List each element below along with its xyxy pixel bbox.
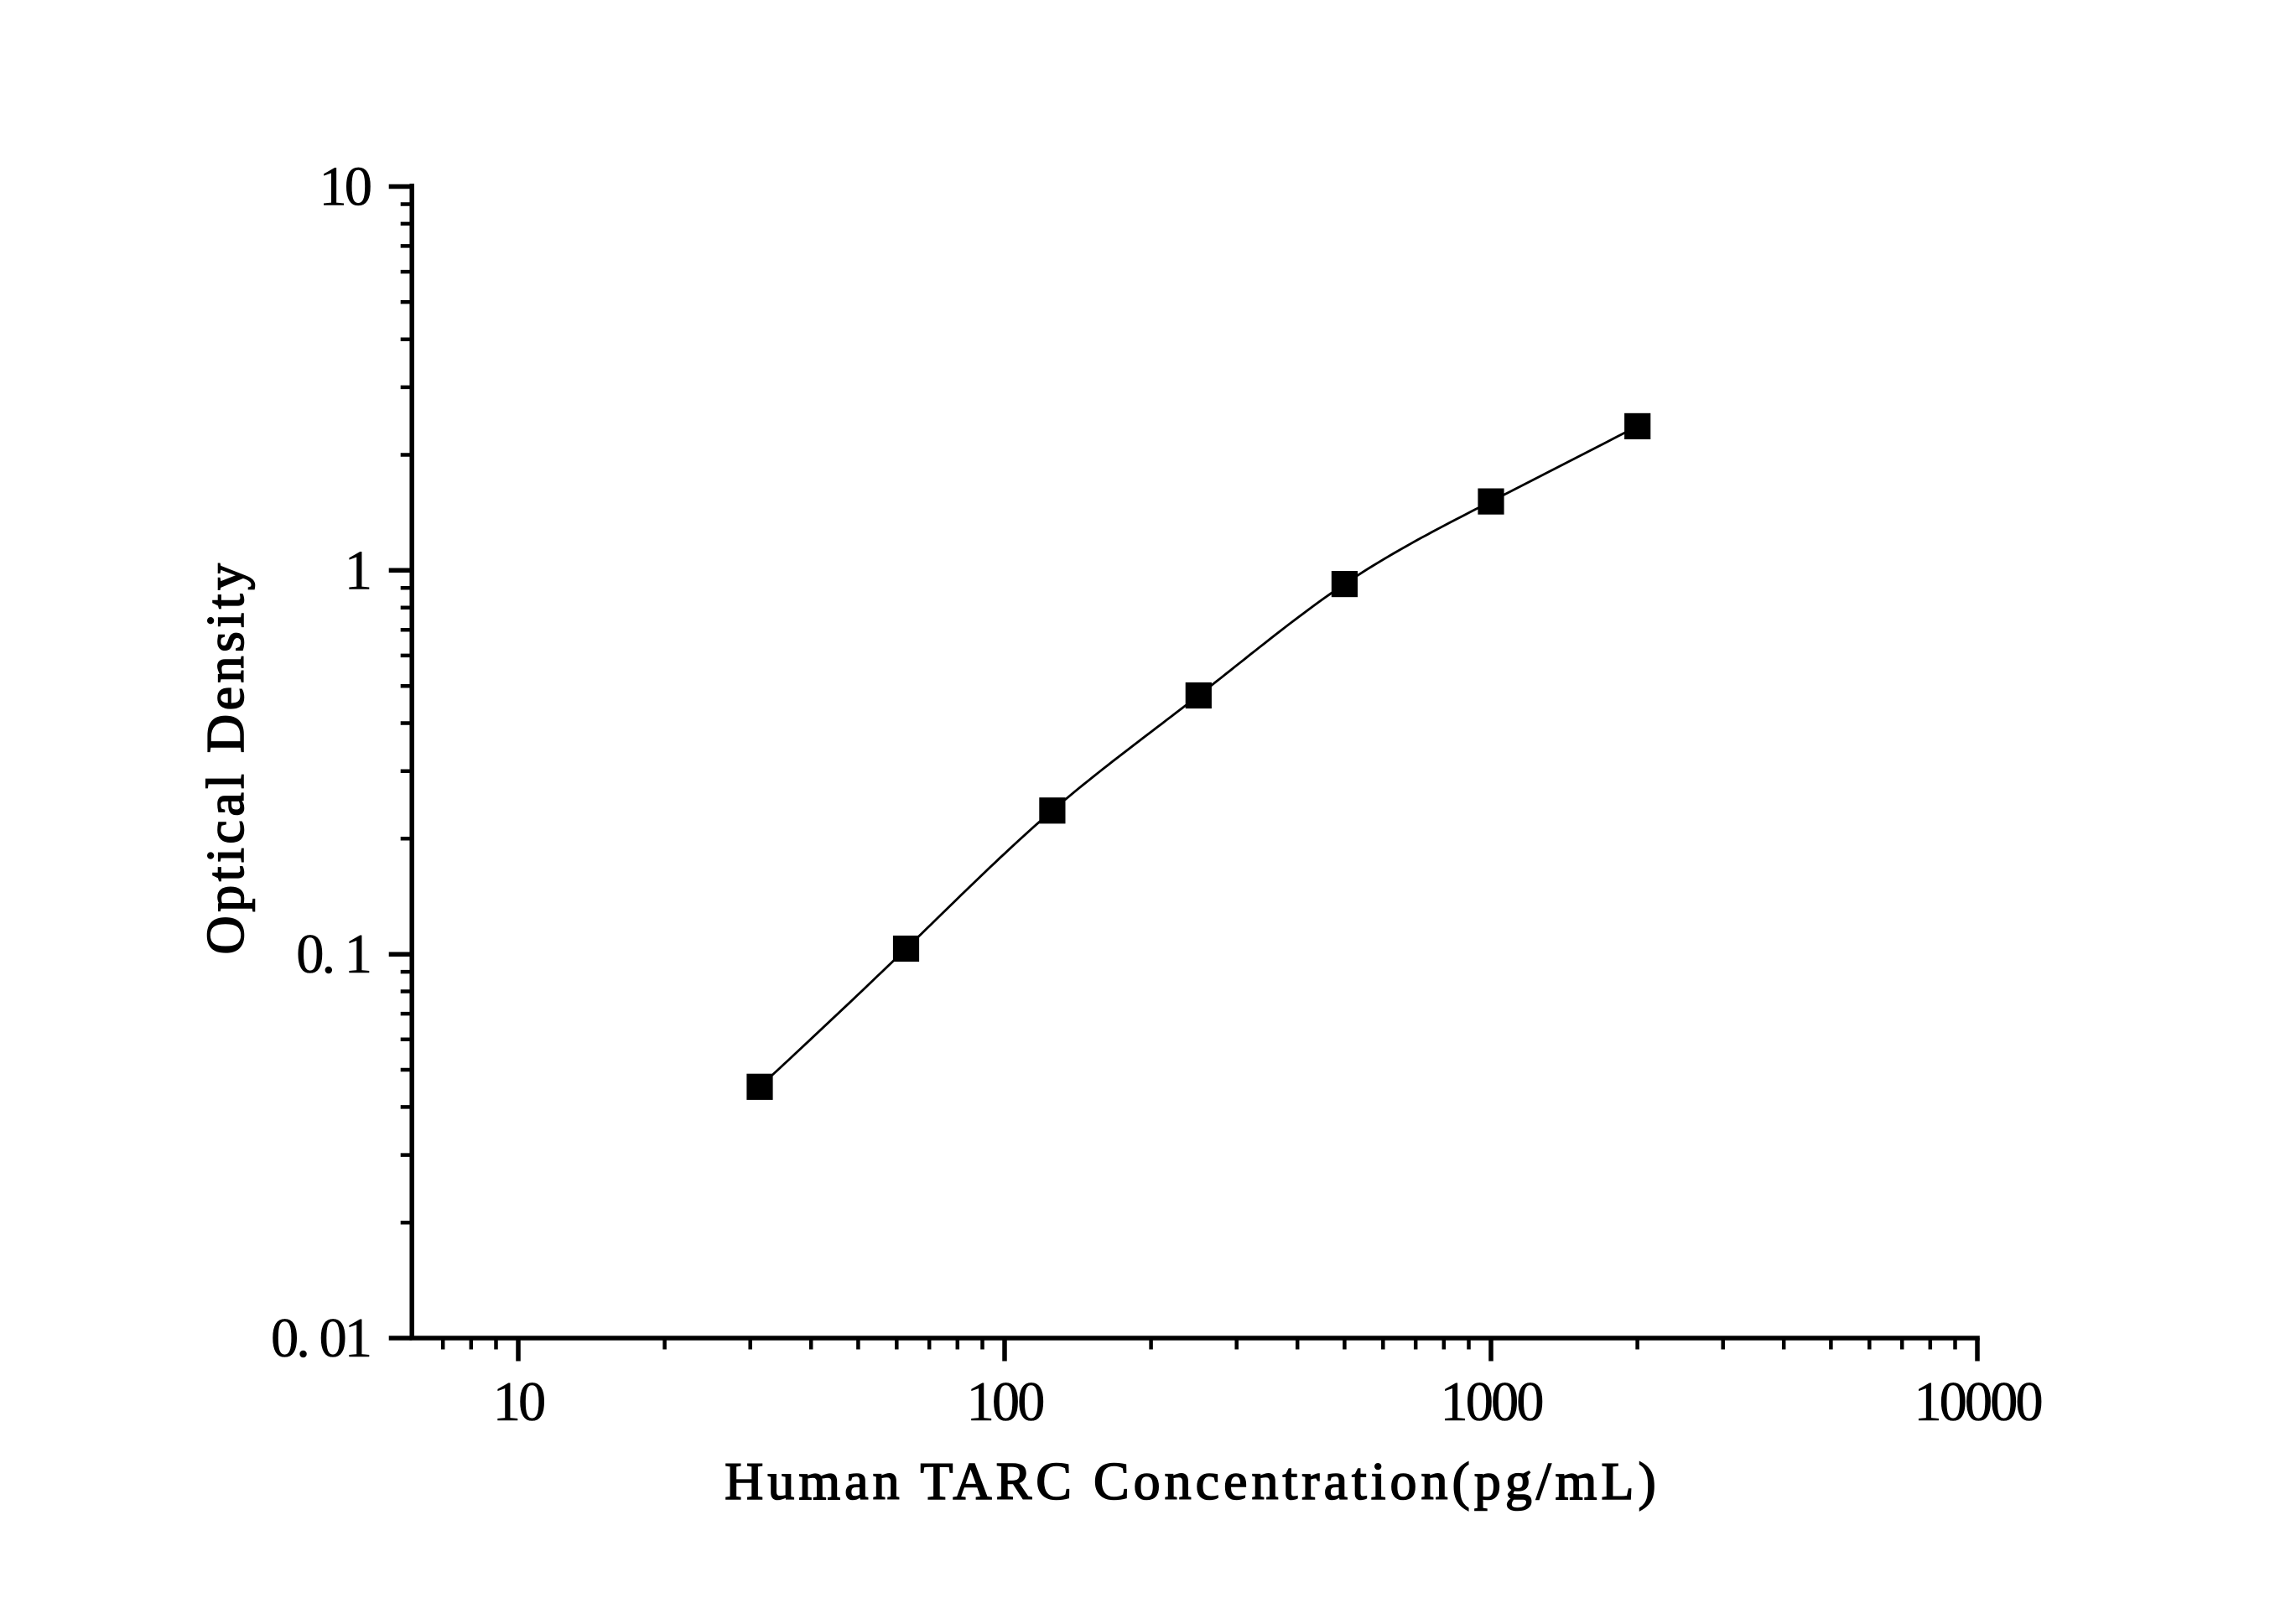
svg-text:100: 100 [967, 1372, 1044, 1433]
svg-text:Human TARC Concentration(pg/mL: Human TARC Concentration(pg/mL) [725, 1451, 1660, 1511]
svg-text:1: 1 [345, 540, 370, 601]
svg-text:10: 10 [319, 157, 371, 218]
svg-text:1000: 1000 [1441, 1372, 1543, 1433]
svg-text:10000: 10000 [1914, 1372, 2041, 1433]
svg-text:10: 10 [493, 1372, 544, 1433]
svg-text:0. 01: 0. 01 [271, 1308, 370, 1369]
svg-text:0. 1: 0. 1 [296, 924, 370, 985]
svg-text:Optical Density: Optical Density [195, 560, 255, 955]
